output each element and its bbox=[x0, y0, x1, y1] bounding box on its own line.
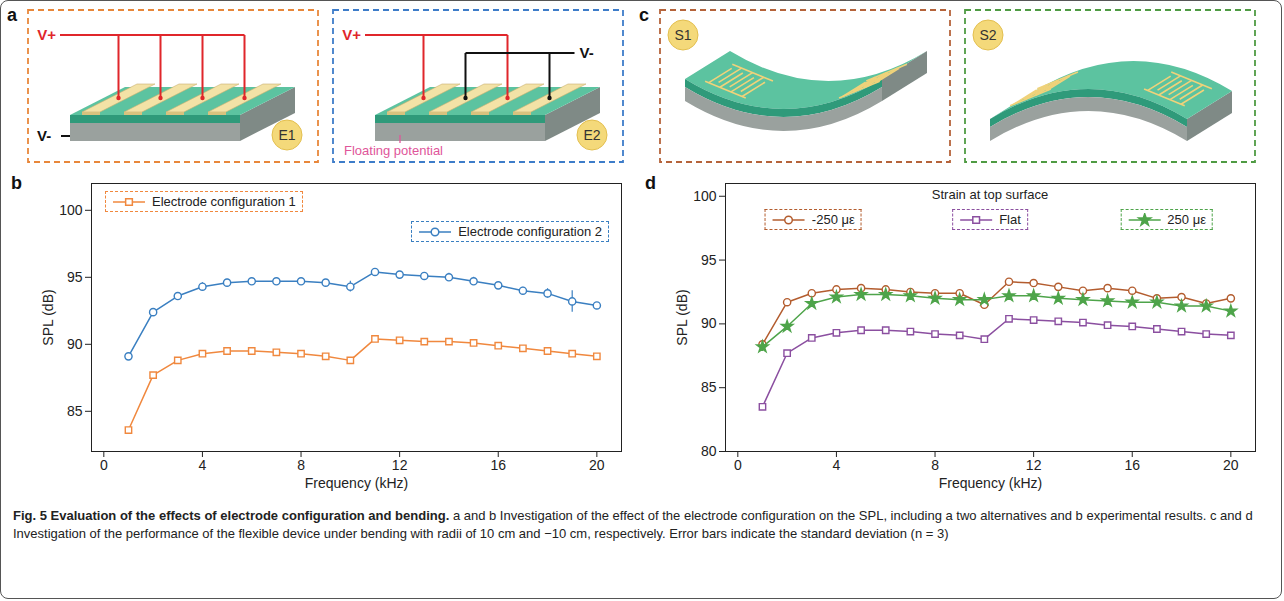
svg-text:100: 100 bbox=[693, 188, 717, 204]
svg-text:8: 8 bbox=[931, 457, 939, 473]
svg-text:Frequency (kHz): Frequency (kHz) bbox=[939, 475, 1042, 491]
svg-text:V-: V- bbox=[580, 44, 594, 61]
html-text:250 με: 250 με bbox=[1167, 212, 1206, 227]
svg-text:0: 0 bbox=[734, 457, 742, 473]
svg-text:Frequency (kHz): Frequency (kHz) bbox=[305, 475, 408, 491]
svg-text:20: 20 bbox=[1223, 457, 1239, 473]
svg-text:95: 95 bbox=[701, 252, 717, 268]
html-text:b: b bbox=[11, 173, 22, 193]
html-text:Electrode configuration 2: Electrode configuration 2 bbox=[458, 224, 602, 239]
svg-text:90: 90 bbox=[67, 336, 83, 352]
svg-text:8: 8 bbox=[297, 457, 305, 473]
svg-text:S1: S1 bbox=[674, 27, 691, 43]
html-text:-250 με: -250 με bbox=[811, 212, 855, 227]
svg-text:85: 85 bbox=[67, 403, 83, 419]
svg-text:SPL (dB): SPL (dB) bbox=[40, 289, 56, 345]
svg-text:S2: S2 bbox=[979, 27, 996, 43]
svg-text:V+: V+ bbox=[37, 26, 56, 43]
html-text:Fig. 5 Evaluation of the effec: Fig. 5 Evaluation of the effects of elec… bbox=[13, 508, 1253, 541]
svg-text:95: 95 bbox=[67, 269, 83, 285]
svg-text:Floating potential: Floating potential bbox=[344, 143, 443, 158]
svg-text:80: 80 bbox=[701, 443, 717, 459]
svg-text:100: 100 bbox=[59, 202, 83, 218]
svg-text:SPL (dB): SPL (dB) bbox=[674, 289, 690, 345]
html-text:Electrode configuration 1: Electrode configuration 1 bbox=[152, 194, 296, 209]
svg-text:0: 0 bbox=[100, 457, 108, 473]
html-text:Flat: Flat bbox=[999, 212, 1021, 227]
svg-text:4: 4 bbox=[833, 457, 841, 473]
svg-text:E1: E1 bbox=[278, 127, 295, 143]
html-text:d: d bbox=[645, 173, 656, 193]
svg-text:85: 85 bbox=[701, 379, 717, 395]
svg-text:V-: V- bbox=[37, 127, 51, 144]
svg-text:4: 4 bbox=[199, 457, 207, 473]
svg-text:V+: V+ bbox=[342, 26, 361, 43]
svg-text:12: 12 bbox=[1026, 457, 1042, 473]
svg-text:12: 12 bbox=[392, 457, 408, 473]
html-text:c: c bbox=[639, 5, 649, 25]
svg-text:90: 90 bbox=[701, 315, 717, 331]
html-text:Strain at top surface: Strain at top surface bbox=[931, 187, 1049, 202]
svg-text:16: 16 bbox=[1124, 457, 1140, 473]
svg-text:20: 20 bbox=[589, 457, 605, 473]
html-text:a: a bbox=[7, 5, 17, 25]
svg-text:E2: E2 bbox=[583, 127, 600, 143]
svg-text:16: 16 bbox=[490, 457, 506, 473]
